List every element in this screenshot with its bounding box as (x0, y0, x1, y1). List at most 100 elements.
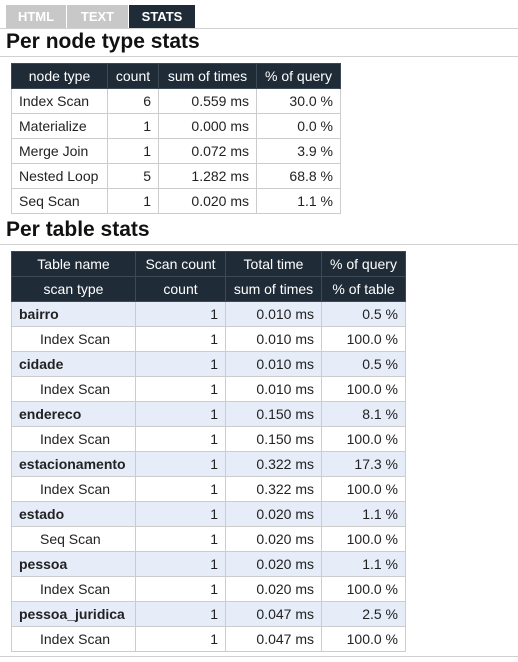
percent-of-query-cell: 30.0 % (256, 88, 341, 114)
percent-of-table-cell: 100.0 % (321, 426, 406, 452)
scan-count-cell: 1 (135, 351, 226, 377)
scan-type-row: Index Scan 1 0.020 ms 100.0 % (11, 576, 406, 602)
percent-of-query-cell: 2.5 % (321, 601, 406, 627)
table-row: Merge Join 1 0.072 ms 3.9 % (11, 138, 341, 164)
count-cell: 1 (135, 476, 226, 502)
table-row: Materialize 1 0.000 ms 0.0 % (11, 113, 341, 139)
tab-stats[interactable]: STATS (129, 5, 196, 28)
total-time-cell: 0.010 ms (225, 351, 322, 377)
sum-of-times-cell: 0.010 ms (225, 326, 322, 352)
sum-of-times-cell: 1.282 ms (158, 163, 257, 189)
table-group-row: pessoa 1 0.020 ms 1.1 % (11, 551, 406, 577)
table-row: Nested Loop 5 1.282 ms 68.8 % (11, 163, 341, 189)
table-name-cell: bairro (11, 301, 136, 327)
scan-type-cell: Index Scan (11, 376, 136, 402)
scan-type-row: Index Scan 1 0.150 ms 100.0 % (11, 426, 406, 452)
percent-of-query-cell: 0.0 % (256, 113, 341, 139)
node-type-cell: Index Scan (11, 88, 108, 114)
node-type-cell: Seq Scan (11, 188, 108, 214)
percent-of-query-cell: 0.5 % (321, 351, 406, 377)
tab-html[interactable]: HTML (6, 5, 67, 28)
header-percent-of-table: % of table (321, 276, 406, 302)
percent-of-table-cell: 100.0 % (321, 526, 406, 552)
node-type-cell: Nested Loop (11, 163, 108, 189)
tab-text[interactable]: TEXT (67, 5, 129, 28)
scan-type-cell: Seq Scan (11, 526, 136, 552)
total-time-cell: 0.020 ms (225, 501, 322, 527)
percent-of-table-cell: 100.0 % (321, 626, 406, 652)
count-cell: 1 (107, 138, 159, 164)
scan-type-row: Index Scan 1 0.010 ms 100.0 % (11, 376, 406, 402)
header-node-type: node type (11, 63, 108, 89)
total-time-cell: 0.010 ms (225, 301, 322, 327)
scan-type-cell: Index Scan (11, 476, 136, 502)
scan-type-cell: Index Scan (11, 576, 136, 602)
table-row: Seq Scan 1 0.020 ms 1.1 % (11, 188, 341, 214)
sum-of-times-cell: 0.047 ms (225, 626, 322, 652)
scan-count-cell: 1 (135, 601, 226, 627)
header-scan-count: Scan count (135, 251, 226, 277)
table-name-cell: pessoa_juridica (11, 601, 136, 627)
table-group-row: endereco 1 0.150 ms 8.1 % (11, 401, 406, 427)
scan-count-cell: 1 (135, 551, 226, 577)
bottom-divider (0, 656, 518, 657)
total-time-cell: 0.047 ms (225, 601, 322, 627)
sum-of-times-cell: 0.000 ms (158, 113, 257, 139)
sum-of-times-cell: 0.150 ms (225, 426, 322, 452)
table-name-cell: endereco (11, 401, 136, 427)
percent-of-table-cell: 100.0 % (321, 476, 406, 502)
sum-of-times-cell: 0.020 ms (225, 576, 322, 602)
count-cell: 1 (135, 576, 226, 602)
count-cell: 1 (135, 326, 226, 352)
header-count: count (107, 63, 159, 89)
sum-of-times-cell: 0.559 ms (158, 88, 257, 114)
sum-of-times-cell: 0.072 ms (158, 138, 257, 164)
header-sum-of-times: sum of times (158, 63, 257, 89)
header-sum-of-times: sum of times (225, 276, 322, 302)
sum-of-times-cell: 0.020 ms (158, 188, 257, 214)
percent-of-query-cell: 3.9 % (256, 138, 341, 164)
count-cell: 1 (135, 426, 226, 452)
table-stats-header-row: Table name Scan count Total time % of qu… (11, 251, 406, 277)
table-group-row: estado 1 0.020 ms 1.1 % (11, 501, 406, 527)
table-stats-divider (0, 244, 518, 245)
table-group-row: pessoa_juridica 1 0.047 ms 2.5 % (11, 601, 406, 627)
header-table-name: Table name (11, 251, 136, 277)
table-name-cell: cidade (11, 351, 136, 377)
node-stats-title: Per node type stats (6, 30, 200, 53)
total-time-cell: 0.020 ms (225, 551, 322, 577)
table-name-cell: estacionamento (11, 451, 136, 477)
percent-of-table-cell: 100.0 % (321, 376, 406, 402)
node-stats-header-row: node type count sum of times % of query (11, 63, 341, 89)
percent-of-query-cell: 1.1 % (321, 501, 406, 527)
count-cell: 1 (135, 626, 226, 652)
table-stats-title: Per table stats (6, 218, 150, 241)
count-cell: 5 (107, 163, 159, 189)
percent-of-query-cell: 17.3 % (321, 451, 406, 477)
sum-of-times-cell: 0.322 ms (225, 476, 322, 502)
table-row: Index Scan 6 0.559 ms 30.0 % (11, 88, 341, 114)
view-tabs: HTML TEXT STATS (6, 5, 196, 28)
scan-type-cell: Index Scan (11, 426, 136, 452)
table-group-row: cidade 1 0.010 ms 0.5 % (11, 351, 406, 377)
total-time-cell: 0.150 ms (225, 401, 322, 427)
scan-type-row: Index Scan 1 0.322 ms 100.0 % (11, 476, 406, 502)
count-cell: 1 (107, 188, 159, 214)
table-group-row: estacionamento 1 0.322 ms 17.3 % (11, 451, 406, 477)
scan-type-cell: Index Scan (11, 326, 136, 352)
node-type-cell: Merge Join (11, 138, 108, 164)
percent-of-query-cell: 0.5 % (321, 301, 406, 327)
count-cell: 6 (107, 88, 159, 114)
table-name-cell: estado (11, 501, 136, 527)
node-type-cell: Materialize (11, 113, 108, 139)
total-time-cell: 0.322 ms (225, 451, 322, 477)
table-stats-subheader-row: scan type count sum of times % of table (11, 276, 406, 302)
percent-of-table-cell: 100.0 % (321, 576, 406, 602)
header-percent-of-query: % of query (256, 63, 341, 89)
scan-type-cell: Index Scan (11, 626, 136, 652)
header-count: count (135, 276, 226, 302)
sum-of-times-cell: 0.010 ms (225, 376, 322, 402)
sum-of-times-cell: 0.020 ms (225, 526, 322, 552)
percent-of-query-cell: 8.1 % (321, 401, 406, 427)
table-group-row: bairro 1 0.010 ms 0.5 % (11, 301, 406, 327)
